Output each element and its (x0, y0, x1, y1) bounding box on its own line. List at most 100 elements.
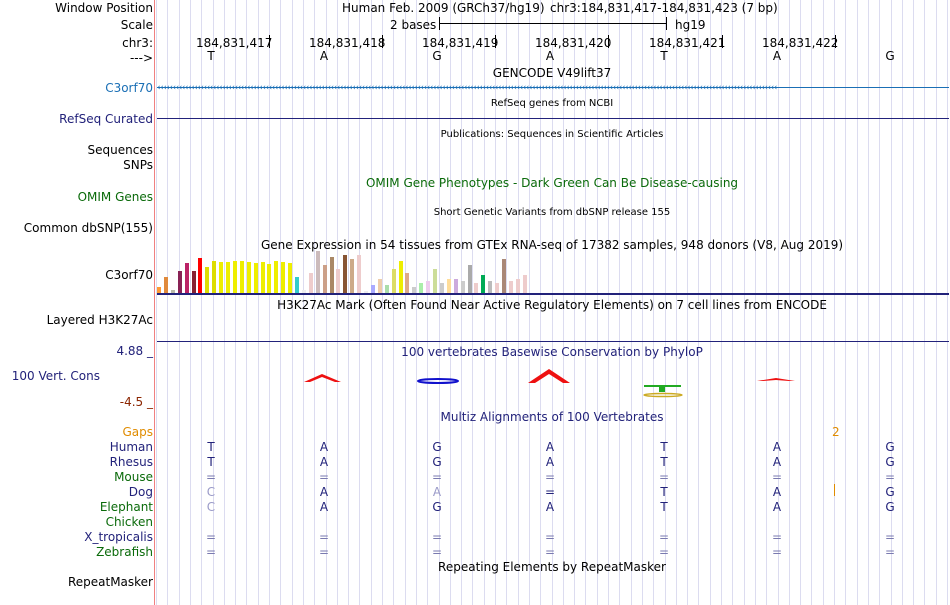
gtex-tissue-bar[interactable] (467, 265, 472, 293)
gtex-tissue-bar[interactable] (198, 258, 203, 293)
gtex-tissue-bar[interactable] (301, 290, 306, 293)
gtex-tissue-bar[interactable] (239, 261, 244, 293)
gtex-tissue-bar[interactable] (274, 261, 279, 293)
repeatmasker-title: Repeating Elements by RepeatMasker (438, 560, 666, 574)
grid-line (302, 0, 304, 605)
gtex-tissue-bar[interactable] (350, 259, 355, 293)
grid-line (574, 0, 576, 605)
gtex-tissue-bar[interactable] (384, 285, 389, 293)
gtex-tissue-bar[interactable] (191, 271, 196, 293)
grid-line (721, 0, 722, 605)
grid-line (528, 0, 530, 605)
gtex-tissue-bar[interactable] (508, 281, 513, 293)
gtex-tissue-bar[interactable] (502, 259, 506, 293)
gtex-tissue-bar[interactable] (495, 283, 500, 293)
gtex-tissue-bar[interactable] (260, 262, 265, 293)
gtex-tissue-bar[interactable] (488, 281, 493, 293)
label-rhesus: Rhesus (109, 455, 153, 469)
label-dog: Dog (128, 485, 153, 499)
gtex-tissue-bar[interactable] (433, 269, 437, 293)
gtex-tissue-bar[interactable] (377, 279, 382, 293)
align-zebrafish-base: = (544, 545, 556, 559)
grid-line (947, 0, 948, 605)
base-letter: G (432, 49, 442, 63)
gtex-tissue-bar[interactable] (370, 285, 375, 293)
grid-line (461, 0, 463, 605)
grid-line (404, 0, 406, 605)
position-readout: chr3:184,831,417-184,831,423 (7 bp) (550, 1, 778, 15)
align-mouse-base: = (884, 470, 896, 484)
gtex-tissue-bar[interactable] (322, 265, 327, 293)
align-human-base: T (207, 440, 215, 454)
grid-line (766, 0, 768, 605)
gtex-tissue-bar[interactable] (522, 275, 527, 293)
gtex-tissue-bar[interactable] (357, 255, 362, 293)
gtex-tissue-bar[interactable] (288, 263, 293, 293)
label-h3k27ac[interactable]: Layered H3K27Ac (46, 313, 153, 327)
grid-line (314, 0, 316, 605)
chrom-position-label: 184,831,421 (649, 36, 726, 50)
gtex-expression-bars[interactable] (157, 248, 537, 293)
gtex-tissue-bar[interactable] (329, 257, 334, 293)
gtex-tissue-bar[interactable] (226, 262, 230, 293)
label-refseq[interactable]: RefSeq Curated (59, 112, 153, 126)
label-c3orf70-gene[interactable]: C3orf70 (105, 81, 153, 95)
gtex-tissue-bar[interactable] (405, 273, 410, 293)
gtex-tissue-bar[interactable] (267, 264, 272, 293)
align-zebrafish-base: = (318, 545, 330, 559)
chrom-position-label: 184,831,417 (196, 36, 273, 50)
gtex-tissue-bar[interactable] (170, 290, 175, 293)
refseq-gene-line[interactable] (157, 118, 949, 119)
gtex-tissue-bar[interactable] (398, 261, 403, 293)
gtex-tissue-bar[interactable] (481, 275, 486, 293)
gtex-tissue-bar[interactable] (412, 287, 417, 293)
label-cons[interactable]: 100 Vert. Cons (11, 369, 100, 383)
label-gtex[interactable]: C3orf70 (105, 268, 153, 282)
gene-model-c3orf70[interactable]: ‹‹‹‹‹‹‹‹‹‹‹‹‹‹‹‹‹‹‹‹‹‹‹‹‹‹‹‹‹‹‹‹‹‹‹‹‹‹‹‹… (157, 82, 949, 94)
gtex-tissue-bar[interactable] (205, 267, 210, 293)
label-dbsnp[interactable]: Common dbSNP(155) (23, 221, 153, 235)
gtex-tissue-bar[interactable] (163, 277, 168, 293)
gtex-tissue-bar[interactable] (157, 287, 161, 293)
gtex-tissue-bar[interactable] (426, 281, 431, 293)
label-separator[interactable] (154, 0, 155, 605)
gtex-tissue-bar[interactable] (308, 273, 313, 293)
phylop-logo[interactable] (157, 365, 949, 405)
gtex-tissue-bar[interactable] (474, 283, 479, 293)
gtex-tissue-bar[interactable] (315, 251, 320, 293)
gtex-tissue-bar[interactable] (336, 269, 341, 293)
align-human-base: G (885, 440, 895, 454)
grid-line (743, 0, 745, 605)
gtex-tissue-bar[interactable] (246, 262, 251, 293)
gtex-tissue-bar[interactable] (219, 262, 224, 293)
align-elephant-base: A (772, 500, 782, 514)
label-omim[interactable]: OMIM Genes (77, 190, 153, 204)
gtex-tissue-bar[interactable] (439, 283, 444, 293)
gtex-tissue-bar[interactable] (419, 283, 424, 293)
gtex-tissue-bar[interactable] (177, 271, 182, 293)
label-sequences[interactable]: Sequences (87, 143, 153, 157)
gtex-tissue-bar[interactable] (253, 263, 258, 293)
gtex-tissue-bar[interactable] (343, 255, 348, 293)
gtex-tissue-bar[interactable] (391, 269, 396, 293)
align-dog-base: T (660, 485, 668, 499)
gtex-tissue-bar[interactable] (281, 262, 286, 293)
gtex-tissue-bar[interactable] (295, 277, 299, 293)
grid-line (325, 0, 327, 605)
gtex-tissue-bar[interactable] (460, 281, 465, 293)
refseq-title: RefSeq genes from NCBI (490, 98, 614, 109)
label-snps[interactable]: SNPs (123, 158, 153, 172)
gtex-tissue-bar[interactable] (446, 279, 451, 293)
gtex-tissue-bar[interactable] (212, 261, 217, 293)
gtex-tissue-bar[interactable] (364, 291, 368, 293)
gtex-tissue-bar[interactable] (232, 261, 237, 293)
grid-line (822, 0, 824, 605)
label-repeatmasker[interactable]: RepeatMasker (67, 575, 153, 589)
label-human: Human (109, 440, 153, 454)
align-rhesus-base: G (432, 455, 442, 469)
gtex-tissue-bar[interactable] (453, 279, 458, 293)
gtex-tissue-bar[interactable] (515, 279, 520, 293)
align-elephant-base: T (660, 500, 668, 514)
gtex-tissue-bar[interactable] (184, 263, 189, 293)
grid-line (449, 0, 451, 605)
